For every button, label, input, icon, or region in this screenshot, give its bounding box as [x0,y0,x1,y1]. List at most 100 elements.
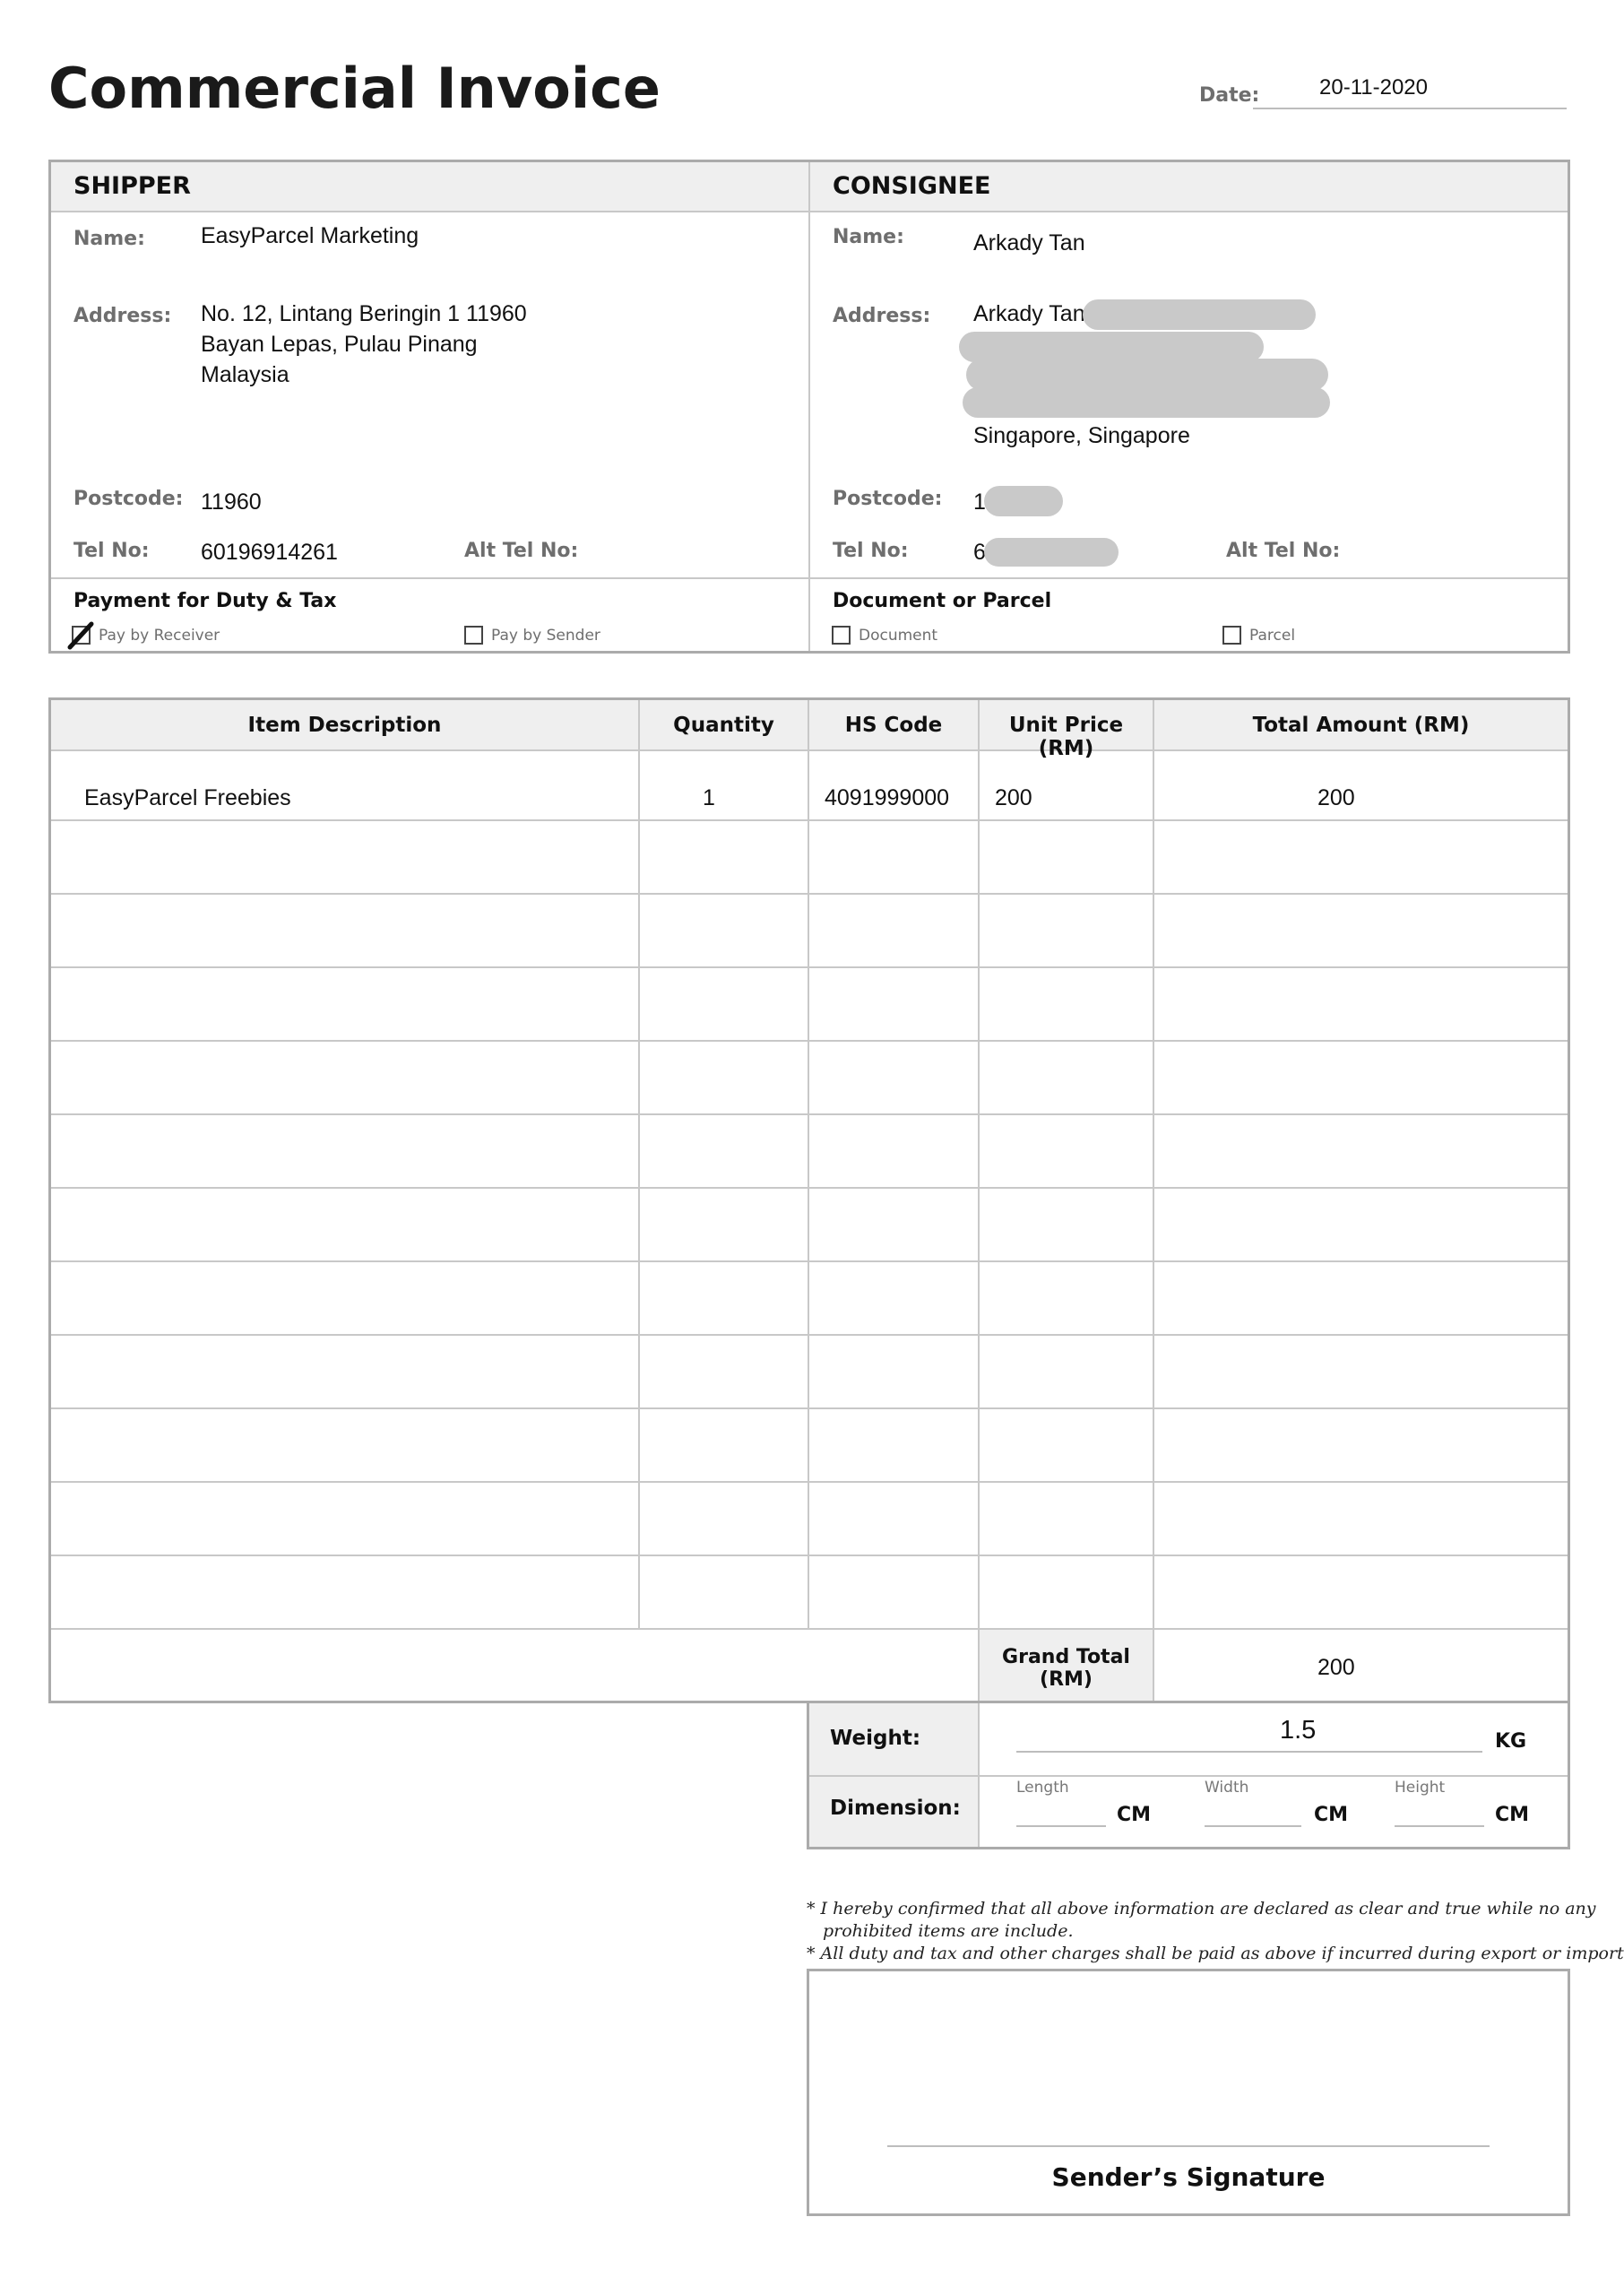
column-divider [808,700,809,1628]
row-divider [51,1187,1568,1189]
items-table [48,697,1570,1703]
column-header-unit-price: Unit Price (RM) [1008,714,1124,760]
declaration-line-3: * All duty and tax and other charges sha… [807,1944,1624,1963]
date-value: 20-11-2020 [1319,75,1428,100]
column-header-description: Item Description [247,714,442,737]
signature-line [887,2145,1490,2147]
redaction-mark [984,538,1119,567]
consignee-tel-label: Tel No: [833,540,909,562]
parties-column-divider [808,162,810,651]
shipper-alt-tel-label: Alt Tel No: [464,540,579,562]
doc-type-header: Document or Parcel [833,590,1052,612]
shipper-address-line-1: No. 12, Lintang Beringin 1 11960 [201,301,527,326]
shipper-address-line-2: Bayan Lepas, Pulau Pinang [201,332,478,357]
parcel-label: Parcel [1249,627,1296,645]
payment-header: Payment for Duty & Tax [73,590,337,612]
row-divider [51,1040,1568,1042]
column-divider [638,700,640,1628]
width-unit: CM [1314,1804,1349,1826]
consignee-address-first: Arkady Tan [973,301,1085,326]
parcel-checkbox[interactable] [1222,626,1241,645]
document-checkbox[interactable] [832,626,851,645]
item-description: EasyParcel Freebies [84,785,291,810]
shipment-box [807,1701,1570,1849]
consignee-address-label: Address: [833,305,931,327]
column-header-quantity: Quantity [673,714,774,737]
grand-total-label: Grand Total (RM) [1002,1646,1130,1691]
item-quantity: 1 [703,785,715,810]
pay-by-sender-checkbox[interactable] [464,626,483,645]
page-title: Commercial Invoice [48,56,661,121]
redaction-mark [984,486,1063,516]
payment-divider [51,577,1568,579]
height-unit: CM [1495,1804,1530,1826]
item-total: 200 [1317,785,1355,810]
row-divider [51,893,1568,895]
pay-by-receiver-label: Pay by Receiver [99,627,220,645]
consignee-header: CONSIGNEE [833,172,991,200]
row-divider [51,1628,1568,1630]
length-label: Length [1016,1779,1069,1797]
grand-total-label-cell [980,1630,1153,1701]
items-header-bar [51,700,1568,749]
checkmark-icon [67,621,94,650]
length-unit: CM [1117,1804,1152,1826]
width-label: Width [1205,1779,1249,1797]
shipment-row-divider [809,1775,1568,1777]
column-header-total: Total Amount (RM) [1252,714,1470,737]
width-underline [1205,1825,1301,1827]
item-hs-code: 4091999000 [825,785,950,810]
shipper-header: SHIPPER [73,172,191,200]
item-unit-price: 200 [995,785,1032,810]
consignee-address-last: Singapore, Singapore [973,423,1190,448]
consignee-name-label: Name: [833,226,904,248]
document-label: Document [859,627,938,645]
redaction-mark [1083,299,1316,330]
column-divider [978,700,980,1701]
row-divider [51,1555,1568,1556]
column-divider [1153,700,1154,1701]
consignee-name: Arkady Tan [973,230,1085,255]
row-divider [51,819,1568,821]
row-divider [51,966,1568,968]
consignee-postcode: 1 [973,489,986,515]
dimension-label: Dimension: [830,1797,961,1820]
signature-label: Sender’s Signature [1051,2162,1326,2192]
length-underline [1016,1825,1106,1827]
row-divider [51,1334,1568,1336]
shipper-address-line-3: Malaysia [201,362,289,387]
shipper-tel-label: Tel No: [73,540,150,562]
consignee-postcode-label: Postcode: [833,488,943,510]
redaction-mark [966,359,1328,391]
shipper-name: EasyParcel Marketing [201,223,419,248]
weight-unit: KG [1495,1730,1527,1753]
column-header-hs-code: HS Code [844,714,943,737]
pay-by-sender-label: Pay by Sender [491,627,600,645]
shipper-name-label: Name: [73,228,145,250]
shipper-address-label: Address: [73,305,172,327]
shipper-postcode-label: Postcode: [73,488,184,510]
parties-box [48,160,1570,654]
date-underline [1253,108,1567,109]
declaration-line-2: prohibited items are include. [823,1921,1074,1941]
row-divider [51,1481,1568,1483]
consignee-tel: 6 [973,540,986,565]
height-underline [1395,1825,1484,1827]
redaction-mark [959,332,1264,362]
redaction-mark [963,387,1330,418]
grand-total-value: 200 [1317,1655,1355,1680]
shipper-tel: 60196914261 [201,540,338,565]
height-label: Height [1395,1779,1446,1797]
weight-value: 1.5 [1280,1716,1317,1745]
shipper-postcode: 11960 [201,489,262,515]
consignee-alt-tel-label: Alt Tel No: [1226,540,1341,562]
weight-underline [1016,1751,1482,1753]
signature-box[interactable] [807,1969,1570,2216]
date-label: Date: [1199,84,1260,107]
pay-by-receiver-checkbox[interactable] [67,621,94,650]
row-divider [51,1113,1568,1115]
row-divider [51,1407,1568,1409]
declaration-line-1: * I hereby confirmed that all above info… [807,1899,1596,1918]
row-divider [51,1260,1568,1262]
items-header-divider [51,749,1568,751]
